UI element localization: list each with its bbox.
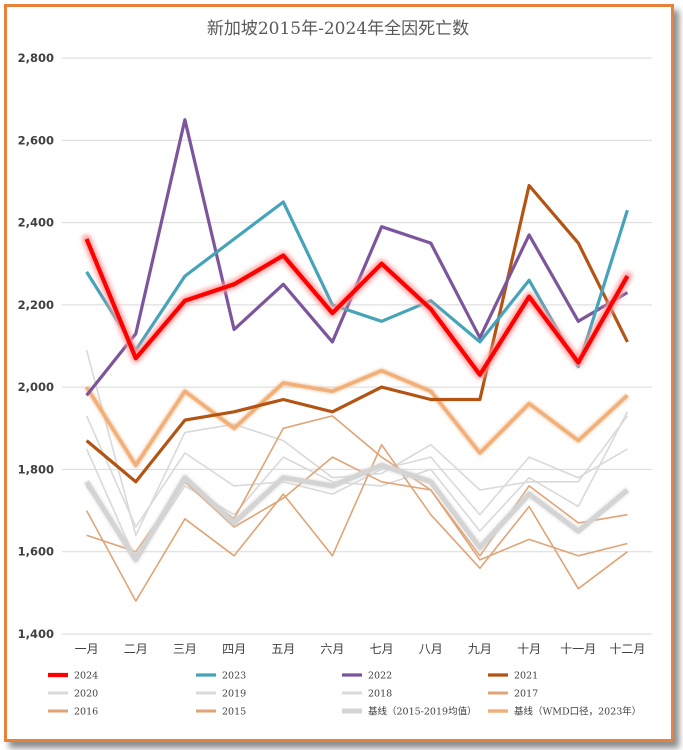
y-tick-label: 1,800 <box>18 462 54 476</box>
series-2-line <box>85 411 629 561</box>
legend-label: 2015 <box>222 707 246 718</box>
y-axis: 1,400 1,600 1,800 2,000 2,200 2,400 2,600 2,800 <box>18 51 54 641</box>
y-tick-label: 2,400 <box>18 216 54 230</box>
series-10-line <box>85 200 629 369</box>
legend-label: 基线（WMD口径，2023年） <box>514 706 641 718</box>
y-tick-label: 2,000 <box>18 380 54 394</box>
series-8-line <box>85 183 629 484</box>
x-tick-label: 五月 <box>271 642 295 656</box>
x-tick-label: 十一月 <box>560 642 596 656</box>
legend-label: 2023 <box>222 671 246 682</box>
gridlines <box>62 57 652 635</box>
series-4-line <box>85 443 628 602</box>
series-lines <box>81 118 633 602</box>
legend: 2024 2023 2022 2021 2020 2019 2018 2017 2016 2015… <box>48 671 641 718</box>
legend-label: 2021 <box>514 671 538 682</box>
x-tick-label: 二月 <box>124 642 148 656</box>
x-tick-label: 九月 <box>468 642 492 656</box>
legend-label: 2016 <box>74 707 98 718</box>
legend-label: 2022 <box>368 671 392 682</box>
y-tick-label: 2,200 <box>18 298 54 312</box>
x-axis: 一月 二月 三月 四月 五月 六月 七月 八月 九月 十月 十一月 十二月 <box>75 642 646 656</box>
series-1-line <box>85 415 628 528</box>
legend-label: 2020 <box>74 689 98 700</box>
x-tick-label: 七月 <box>370 642 394 656</box>
chart-frame <box>4 4 674 742</box>
y-tick-label: 1,600 <box>18 545 54 559</box>
legend-label: 2019 <box>222 689 246 700</box>
x-tick-label: 十月 <box>517 642 541 656</box>
y-tick-label: 1,400 <box>18 627 54 641</box>
x-tick-label: 八月 <box>419 642 443 656</box>
y-tick-label: 2,800 <box>18 51 54 65</box>
legend-label: 2018 <box>368 689 392 700</box>
x-tick-label: 四月 <box>222 642 246 656</box>
x-tick-label: 十二月 <box>609 642 645 656</box>
series-7-line <box>85 368 629 468</box>
y-tick-label: 2,600 <box>18 133 54 147</box>
series-11-glow <box>81 234 633 380</box>
legend-label: 基线（2015-2019均值） <box>368 706 477 718</box>
x-tick-label: 六月 <box>320 642 344 656</box>
legend-label: 2024 <box>74 671 98 682</box>
chart-title: 新加坡2015年-2024年全因死亡数 <box>207 19 469 39</box>
legend-label: 2017 <box>514 689 538 700</box>
series-6-line <box>84 462 630 563</box>
series-9-line <box>85 118 629 397</box>
x-tick-label: 一月 <box>75 642 99 656</box>
x-tick-label: 三月 <box>173 642 197 656</box>
series-11-line <box>84 238 630 377</box>
